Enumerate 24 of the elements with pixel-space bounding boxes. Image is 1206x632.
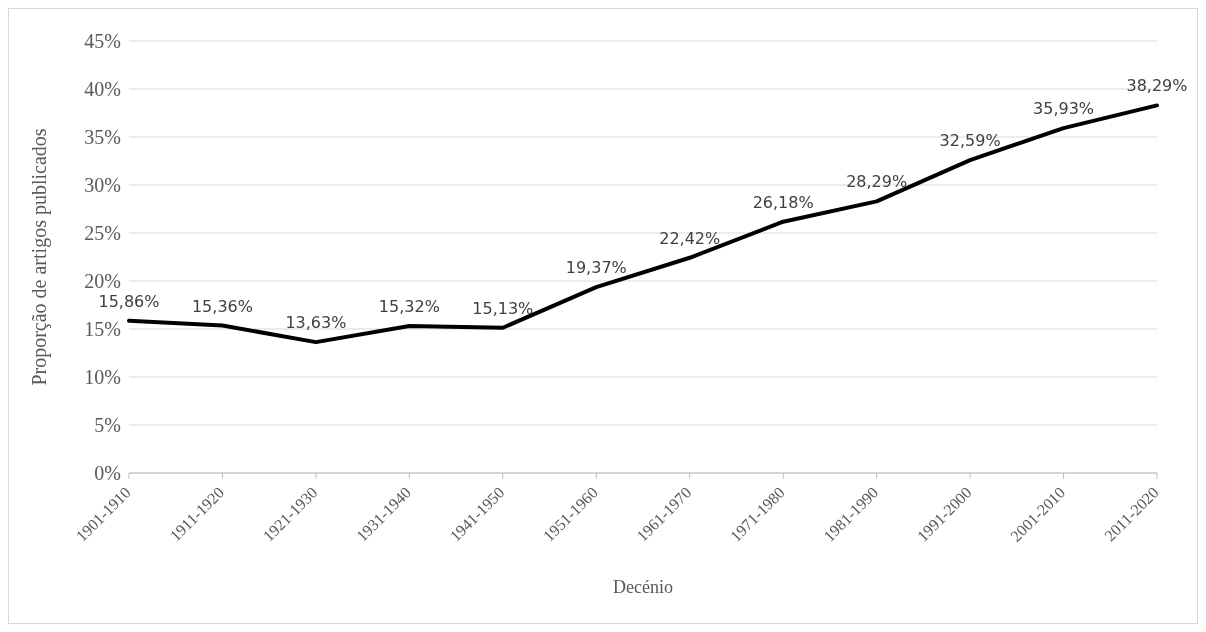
y-tick-label: 10% bbox=[84, 366, 121, 389]
data-label: 35,93% bbox=[1033, 99, 1095, 119]
data-label: 26,18% bbox=[752, 192, 814, 212]
data-label: 28,29% bbox=[846, 172, 908, 192]
data-label: 15,13% bbox=[472, 298, 534, 318]
data-label: 13,63% bbox=[285, 313, 347, 333]
y-tick-label: 35% bbox=[84, 126, 121, 149]
y-tick-label: 15% bbox=[84, 318, 121, 341]
data-label: 15,36% bbox=[191, 296, 253, 316]
y-tick-label: 20% bbox=[84, 270, 121, 293]
data-label: 38,29% bbox=[1126, 76, 1188, 96]
y-tick-label: 0% bbox=[94, 462, 121, 485]
data-label: 15,32% bbox=[378, 296, 440, 316]
y-tick-label: 5% bbox=[94, 414, 121, 437]
y-axis-title: Proporção de artigos publicados bbox=[28, 128, 52, 386]
data-label: 19,37% bbox=[565, 258, 627, 278]
x-axis-title: Decénio bbox=[613, 577, 673, 597]
y-tick-label: 40% bbox=[84, 78, 121, 101]
data-label: 15,86% bbox=[98, 291, 160, 311]
y-tick-label: 30% bbox=[84, 174, 121, 197]
data-label: 32,59% bbox=[939, 131, 1001, 151]
y-tick-label: 45% bbox=[84, 30, 121, 53]
y-tick-label: 25% bbox=[84, 222, 121, 245]
data-label: 22,42% bbox=[659, 228, 721, 248]
